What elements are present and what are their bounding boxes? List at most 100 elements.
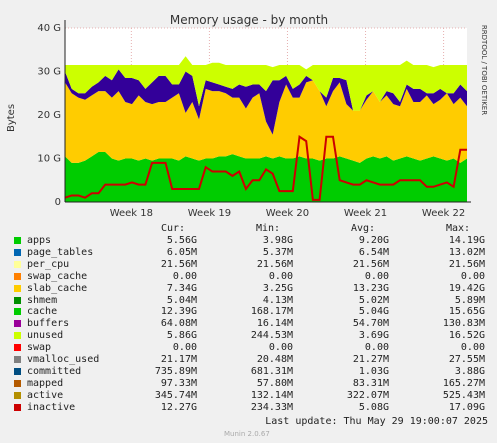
legend-name: page_tables bbox=[27, 246, 94, 258]
legend-max: 19.42G bbox=[448, 282, 485, 294]
legend-max: 3.88G bbox=[454, 365, 485, 377]
legend-max: 0.00 bbox=[460, 342, 485, 354]
y-tick-label: 10 G bbox=[37, 154, 61, 165]
series-line-inactive bbox=[64, 135, 467, 201]
y-ticks: 0 10 G 20 G 30 G 40 G bbox=[37, 23, 61, 208]
legend-row-vmalloc_used: vmalloc_used 21.17M 20.48M 21.27M 27.55M bbox=[0, 354, 497, 366]
legend-cur: 64.08M bbox=[160, 318, 197, 330]
legend-max: 17.09G bbox=[448, 401, 485, 413]
legend-cur: 345.74M bbox=[154, 389, 197, 401]
x-tick-label: Week 22 bbox=[422, 208, 465, 219]
header-cur: Cur: bbox=[161, 223, 186, 234]
legend-header: Cur: Min: Avg: Max: bbox=[0, 223, 497, 235]
y-tick-label: 20 G bbox=[37, 110, 61, 121]
legend-swatch bbox=[14, 379, 21, 387]
legend-avg: 54.70M bbox=[352, 318, 389, 330]
legend-swatch bbox=[14, 344, 21, 352]
legend-swatch bbox=[14, 403, 21, 411]
legend-max: 21.56M bbox=[448, 258, 485, 270]
legend-swatch bbox=[14, 391, 21, 399]
legend-name: swap bbox=[27, 342, 52, 354]
x-ticks: Week 18 Week 19 Week 20 Week 21 Week 22 bbox=[110, 208, 466, 219]
legend-avg: 21.56M bbox=[352, 258, 389, 270]
legend-swatch bbox=[14, 296, 21, 304]
legend-row-inactive: inactive 12.27G 234.33M 5.08G 17.09G bbox=[0, 402, 497, 414]
legend-row-per_cpu: per_cpu 21.56M 21.56M 21.56M 21.56M bbox=[0, 259, 497, 271]
legend-name: inactive bbox=[27, 401, 76, 413]
legend-min: 3.25G bbox=[262, 282, 293, 294]
legend-name: swap_cache bbox=[27, 270, 88, 282]
legend-row-unused: unused 5.86G 244.53M 3.69G 16.52G bbox=[0, 330, 497, 342]
legend-min: 681.31M bbox=[250, 365, 293, 377]
legend-row-slab_cache: slab_cache 7.34G 3.25G 13.23G 19.42G bbox=[0, 283, 497, 295]
legend-swatch bbox=[14, 237, 21, 244]
legend-row-swap_cache: swap_cache 0.00 0.00 0.00 0.00 bbox=[0, 271, 497, 283]
legend-avg: 6.54M bbox=[358, 246, 389, 258]
legend-avg: 0.00 bbox=[364, 270, 389, 282]
x-tick-label: Week 19 bbox=[188, 208, 231, 219]
x-tick-label: Week 18 bbox=[110, 208, 153, 219]
legend-avg: 83.31M bbox=[352, 377, 389, 389]
legend-name: cache bbox=[27, 306, 58, 318]
legend-avg: 322.07M bbox=[346, 389, 389, 401]
legend-avg: 21.27M bbox=[352, 354, 389, 365]
legend-cur: 5.56G bbox=[166, 235, 197, 246]
legend-cur: 735.89M bbox=[154, 365, 197, 377]
legend-avg: 5.08G bbox=[358, 401, 389, 413]
legend-cur: 6.05M bbox=[166, 246, 197, 258]
series-area-apps bbox=[65, 151, 467, 202]
legend-cur: 5.86G bbox=[166, 330, 197, 342]
legend-cur: 0.00 bbox=[172, 270, 197, 282]
legend-name: apps bbox=[27, 235, 52, 246]
legend-max: 14.19G bbox=[448, 235, 485, 246]
legend-max: 16.52G bbox=[448, 330, 485, 342]
header-max: Max: bbox=[446, 223, 471, 234]
legend-name: shmem bbox=[27, 294, 58, 306]
y-tick-label: 40 G bbox=[37, 23, 61, 34]
legend-cur: 0.00 bbox=[172, 342, 197, 354]
series-area-cache bbox=[65, 56, 467, 111]
legend-swatch bbox=[14, 272, 21, 280]
legend-name: committed bbox=[27, 365, 82, 377]
legend-min: 4.13M bbox=[262, 294, 293, 306]
legend-max: 13.02M bbox=[448, 246, 485, 258]
legend-cur: 97.33M bbox=[160, 377, 197, 389]
legend-avg: 1.03G bbox=[358, 365, 389, 377]
legend-avg: 13.23G bbox=[352, 282, 389, 294]
legend-min: 0.00 bbox=[268, 270, 293, 282]
legend-cur: 12.27G bbox=[160, 401, 197, 413]
legend-max: 525.43M bbox=[442, 389, 485, 401]
legend-row-buffers: buffers 64.08M 16.14M 54.70M 130.83M bbox=[0, 318, 497, 330]
legend-row-committed: committed 735.89M 681.31M 1.03G 3.88G bbox=[0, 366, 497, 378]
legend-min: 57.80M bbox=[256, 377, 293, 389]
legend-min: 16.14M bbox=[256, 318, 293, 330]
header-min: Min: bbox=[256, 223, 281, 234]
y-tick-label: 0 bbox=[55, 197, 61, 208]
legend-row-shmem: shmem 5.04M 4.13M 5.02M 5.89M bbox=[0, 295, 497, 307]
legend-min: 21.56M bbox=[256, 258, 293, 270]
legend-swatch bbox=[14, 308, 21, 316]
legend-avg: 0.00 bbox=[364, 342, 389, 354]
y-tick-label: 30 G bbox=[37, 67, 61, 78]
legend-cur: 5.04M bbox=[166, 294, 197, 306]
legend-max: 27.55M bbox=[448, 354, 485, 365]
legend-min: 5.37M bbox=[262, 246, 293, 258]
legend-min: 132.14M bbox=[250, 389, 293, 401]
axes bbox=[64, 20, 471, 203]
legend-row-cache: cache 12.39G 168.17M 5.04G 15.65G bbox=[0, 306, 497, 318]
legend-min: 244.53M bbox=[250, 330, 293, 342]
chart-title: Memory usage - by month bbox=[170, 13, 328, 27]
legend-swatch bbox=[14, 356, 21, 363]
legend-avg: 9.20G bbox=[358, 235, 389, 246]
legend-row-page_tables: page_tables 6.05M 5.37M 6.54M 13.02M bbox=[0, 247, 497, 259]
legend-name: unused bbox=[27, 330, 64, 342]
legend-name: buffers bbox=[27, 318, 70, 330]
x-tick-label: Week 21 bbox=[344, 208, 387, 219]
legend-max: 165.27M bbox=[442, 377, 485, 389]
legend-cur: 21.56M bbox=[160, 258, 197, 270]
legend-min: 0.00 bbox=[268, 342, 293, 354]
last-update: Last update: Thu May 29 19:00:07 2025 bbox=[265, 416, 488, 427]
legend-avg: 3.69G bbox=[358, 330, 389, 342]
legend-swatch bbox=[14, 320, 21, 328]
legend-row-active: active 345.74M 132.14M 322.07M 525.43M bbox=[0, 390, 497, 402]
